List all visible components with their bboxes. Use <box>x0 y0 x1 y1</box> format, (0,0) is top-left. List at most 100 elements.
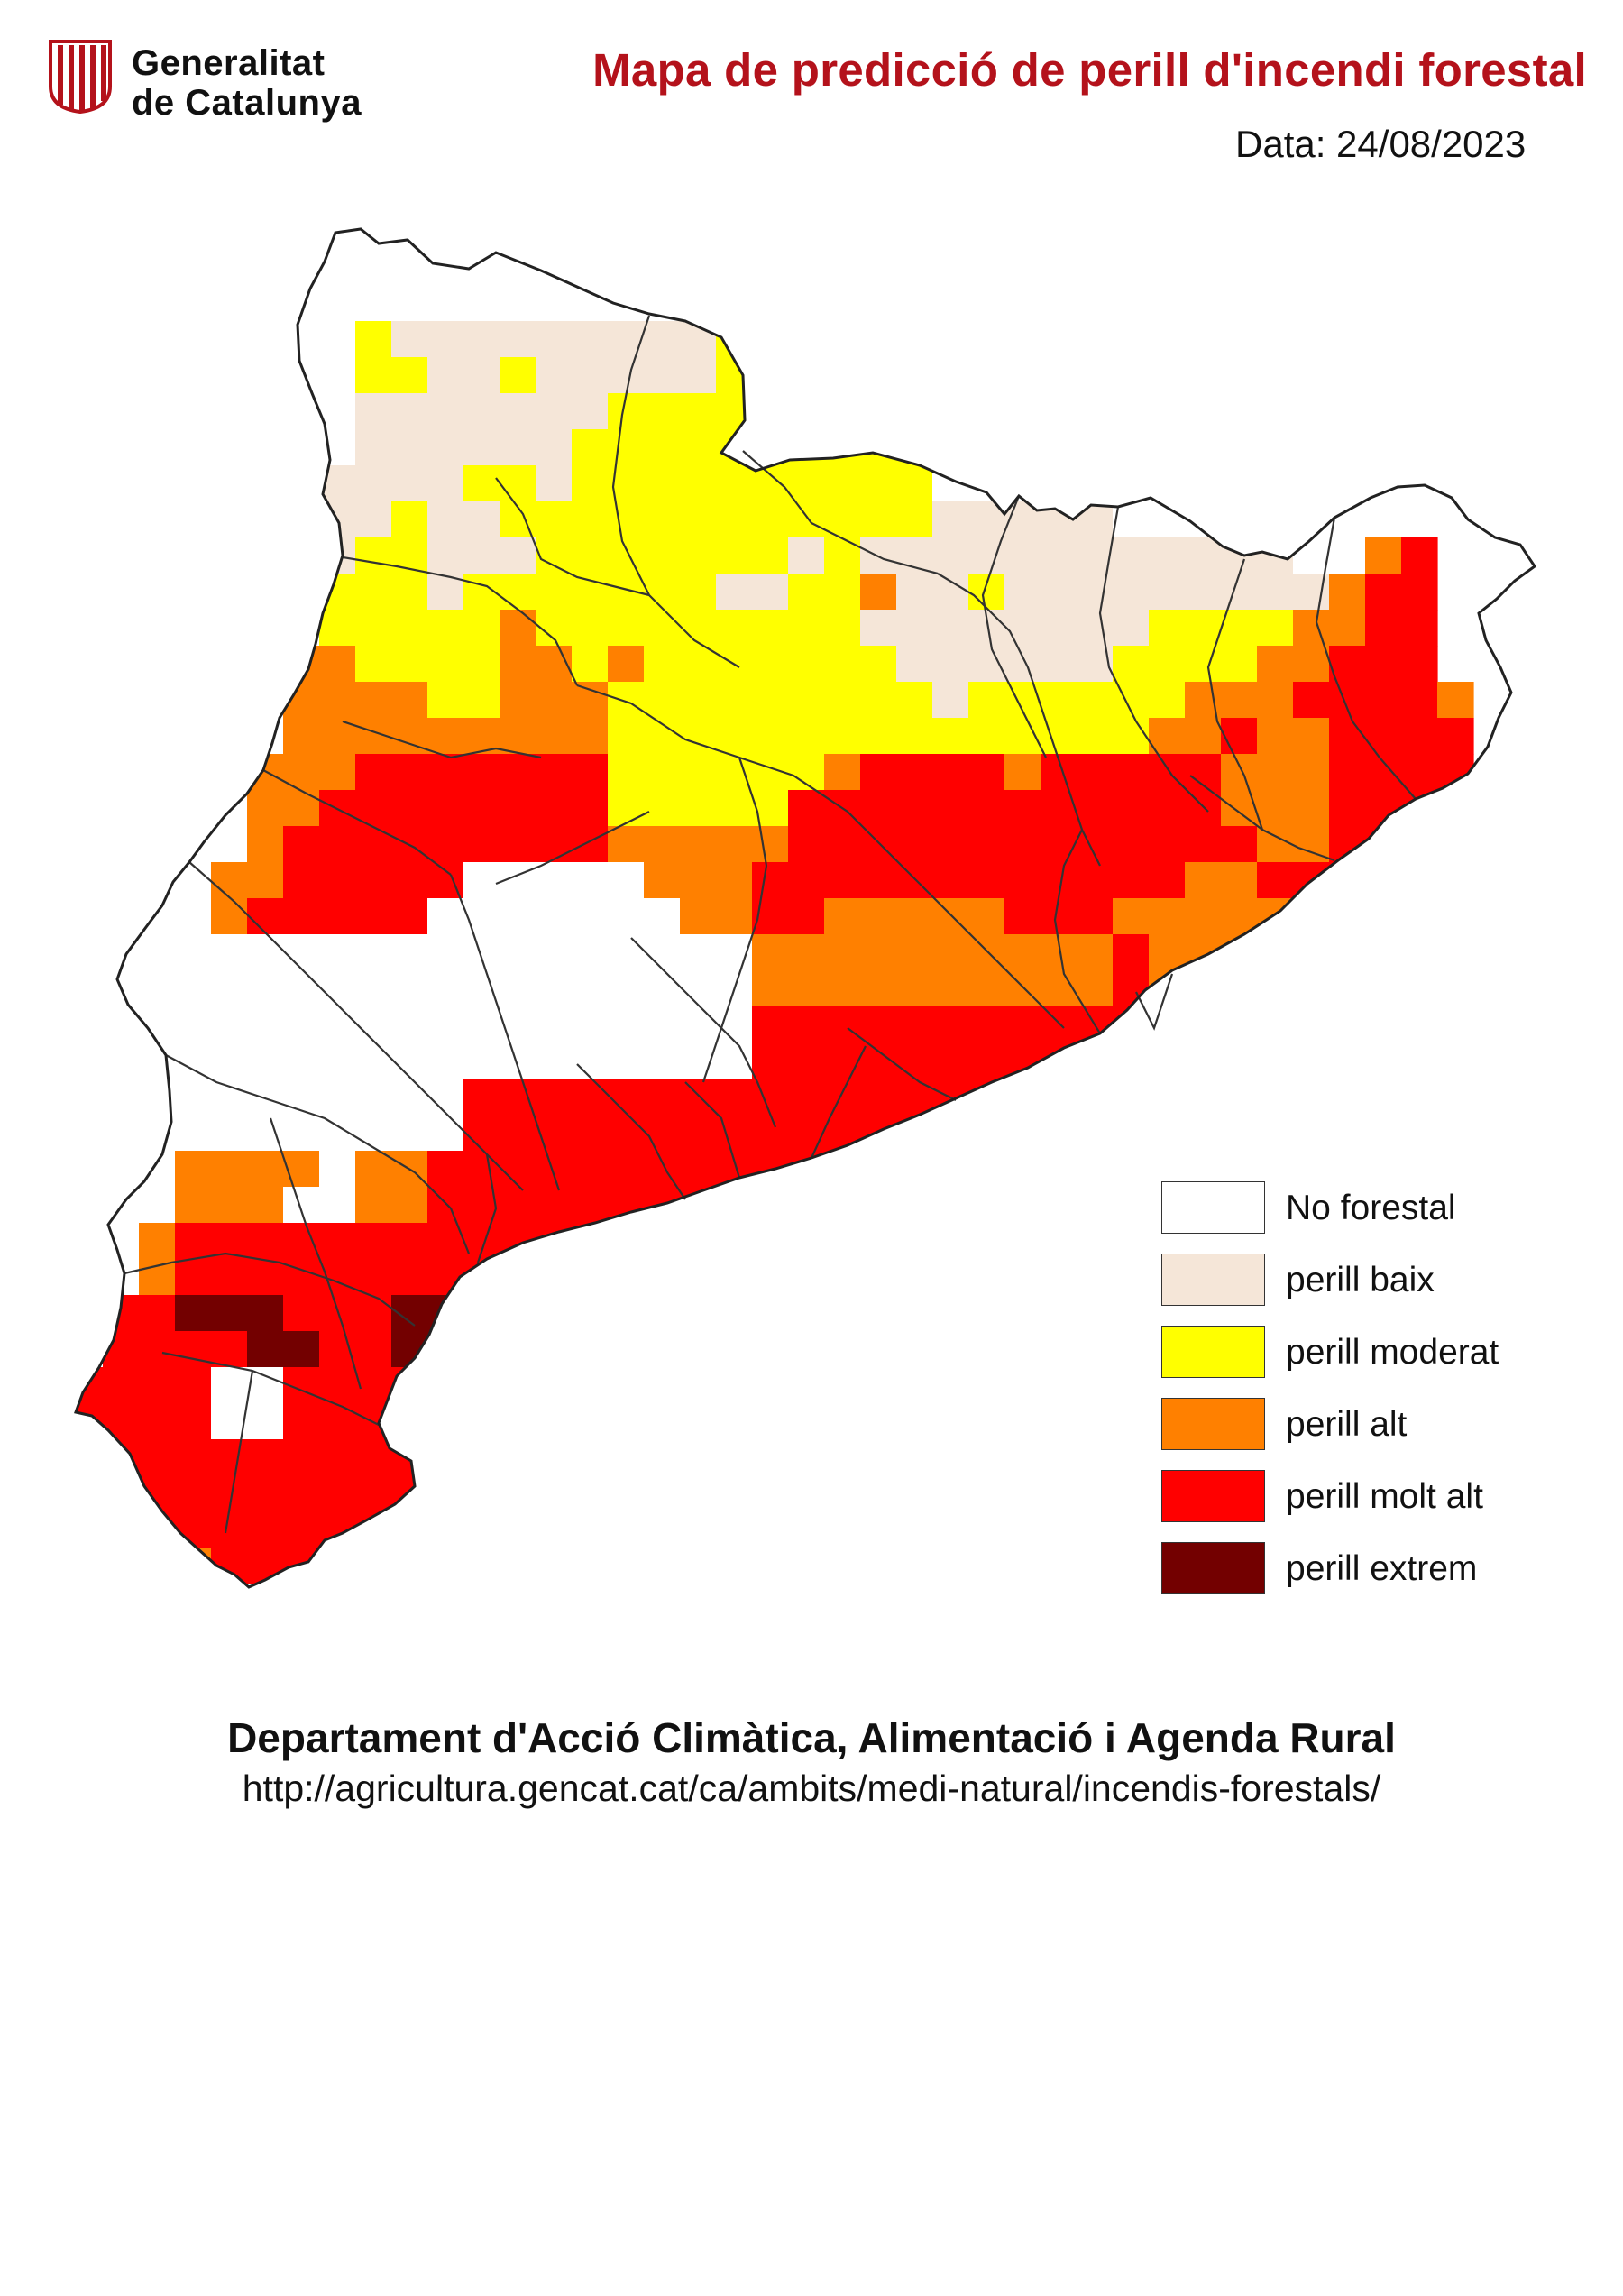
danger-cell-no-forestal <box>536 1548 573 1584</box>
danger-cell-no-forestal <box>896 1511 933 1548</box>
danger-cell-no-forestal <box>1221 229 1258 250</box>
danger-cell-no-forestal <box>1293 1692 1330 1695</box>
danger-cell-no-forestal <box>1185 393 1222 430</box>
danger-cell-perill-molt-alt <box>680 1223 717 1260</box>
danger-cell-no-forestal <box>283 1006 320 1043</box>
danger-cell-no-forestal <box>1113 1475 1150 1512</box>
danger-cell-perill-alt <box>139 1584 176 1587</box>
danger-cell-perill-molt-alt <box>211 1439 248 1476</box>
danger-cell-no-forestal <box>680 1475 717 1512</box>
danger-cell-no-forestal <box>76 1259 104 1296</box>
danger-cell-perill-moderat <box>860 682 897 719</box>
danger-cell-perill-alt <box>680 1403 717 1440</box>
danger-cell-perill-alt <box>1257 682 1294 719</box>
danger-cell-no-forestal <box>211 1620 248 1657</box>
danger-cell-perill-moderat <box>644 682 681 719</box>
map-title: Mapa de predicció de perill d'incendi fo… <box>592 44 1587 96</box>
danger-cell-no-forestal <box>211 1079 248 1116</box>
danger-cell-perill-molt-alt <box>1329 790 1366 827</box>
danger-cell-perill-baix <box>463 357 500 394</box>
danger-cell-perill-molt-alt <box>1437 718 1474 755</box>
danger-cell-perill-molt-alt <box>824 1295 861 1332</box>
generalitat-logo: Generalitat de Catalunya <box>47 38 408 128</box>
danger-cell-perill-moderat <box>608 610 645 647</box>
danger-cell-perill-alt <box>608 1475 645 1512</box>
danger-cell-no-forestal <box>680 229 717 250</box>
danger-cell-no-forestal <box>1041 357 1077 394</box>
danger-cell-no-forestal <box>103 393 140 430</box>
danger-cell-no-forestal <box>716 1548 753 1584</box>
danger-cell-perill-alt <box>896 934 933 971</box>
danger-cell-no-forestal <box>103 790 140 827</box>
danger-cell-no-forestal <box>103 898 140 935</box>
map-date: Data: 24/08/2023 <box>1235 123 1527 165</box>
danger-cell-no-forestal <box>139 393 176 430</box>
danger-cell-no-forestal <box>1293 229 1330 250</box>
danger-cell-no-forestal <box>247 249 284 286</box>
danger-cell-no-forestal <box>1004 249 1041 286</box>
danger-cell-perill-molt-alt <box>1365 754 1402 791</box>
danger-cell-no-forestal <box>1365 1511 1402 1548</box>
danger-cell-perill-molt-alt <box>500 826 536 863</box>
danger-cell-no-forestal <box>175 1006 212 1043</box>
danger-cell-perill-moderat <box>824 465 861 502</box>
danger-cell-perill-baix <box>391 465 428 502</box>
danger-cell-perill-alt <box>103 1511 140 1548</box>
danger-cell-no-forestal <box>716 1475 753 1512</box>
danger-cell-perill-molt-alt <box>1257 1042 1294 1079</box>
danger-cell-perill-alt <box>247 826 284 863</box>
danger-cell-no-forestal <box>103 682 140 719</box>
danger-cell-no-forestal <box>211 229 248 250</box>
danger-cell-no-forestal <box>1329 1151 1366 1188</box>
danger-cell-perill-molt-alt <box>500 1403 536 1440</box>
danger-cell-no-forestal <box>860 1692 897 1695</box>
danger-cell-perill-molt-alt <box>391 1367 428 1404</box>
danger-cell-perill-molt-alt <box>824 1367 861 1404</box>
danger-cell-perill-moderat <box>896 718 933 755</box>
danger-cell-perill-molt-alt <box>1365 826 1402 863</box>
danger-cell-perill-alt <box>572 1439 609 1476</box>
danger-cell-perill-molt-alt <box>716 1079 753 1116</box>
danger-cell-perill-molt-alt <box>1041 1115 1077 1152</box>
danger-cell-perill-moderat <box>644 790 681 827</box>
danger-cell-perill-molt-alt <box>247 1223 284 1260</box>
danger-cell-no-forestal <box>1113 1548 1150 1584</box>
danger-cell-no-forestal <box>319 429 356 466</box>
danger-cell-no-forestal <box>1365 1295 1402 1332</box>
danger-cell-no-forestal <box>1221 357 1258 394</box>
danger-cell-perill-moderat <box>860 465 897 502</box>
danger-cell-perill-moderat <box>355 357 392 394</box>
danger-cell-perill-molt-alt <box>860 754 897 791</box>
danger-cell-no-forestal <box>103 862 140 899</box>
danger-cell-perill-alt <box>1041 970 1077 1007</box>
danger-cell-perill-molt-alt <box>1077 1259 1114 1296</box>
danger-cell-perill-baix <box>500 393 536 430</box>
danger-cell-perill-molt-alt <box>1149 1079 1186 1116</box>
danger-cell-no-forestal <box>355 1042 392 1079</box>
danger-cell-perill-alt <box>968 1439 1005 1476</box>
danger-cell-perill-molt-alt <box>932 826 969 863</box>
danger-cell-perill-moderat <box>716 718 753 755</box>
danger-cell-no-forestal <box>896 285 933 322</box>
danger-cell-no-forestal <box>103 465 140 502</box>
danger-cell-no-forestal <box>283 1079 320 1116</box>
danger-cell-no-forestal <box>608 970 645 1007</box>
danger-cell-perill-molt-alt <box>319 1475 356 1512</box>
danger-cell-perill-molt-alt <box>463 1475 500 1512</box>
department-url[interactable]: http://agricultura.gencat.cat/ca/ambits/… <box>242 1768 1381 1809</box>
danger-cell-perill-alt <box>788 1403 825 1440</box>
danger-cell-no-forestal <box>1041 1475 1077 1512</box>
danger-cell-perill-moderat <box>391 1656 428 1693</box>
danger-cell-perill-molt-alt <box>788 1331 825 1368</box>
danger-cell-perill-moderat <box>1113 718 1150 755</box>
danger-cell-no-forestal <box>1041 1511 1077 1548</box>
danger-cell-perill-alt <box>716 1403 753 1440</box>
danger-cell-perill-molt-alt <box>968 1151 1005 1188</box>
danger-cell-perill-extrem <box>1113 1223 1150 1260</box>
danger-cell-no-forestal <box>139 249 176 286</box>
danger-cell-no-forestal <box>247 646 284 683</box>
danger-cell-no-forestal <box>1185 1692 1222 1695</box>
danger-cell-perill-molt-alt <box>1077 1187 1114 1224</box>
danger-cell-perill-molt-alt <box>1221 1042 1258 1079</box>
danger-cell-no-forestal <box>139 357 176 394</box>
